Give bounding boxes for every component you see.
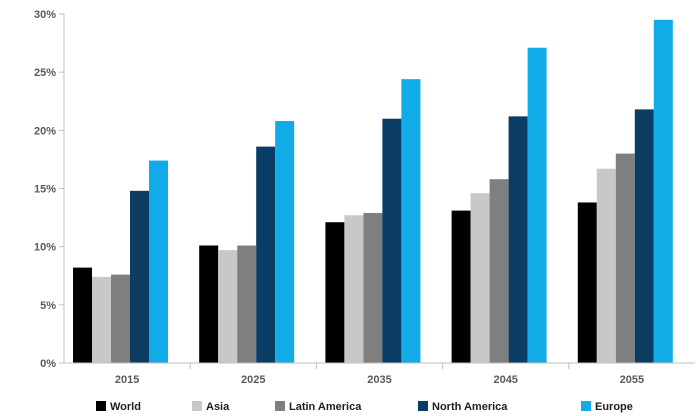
bar-world — [451, 210, 471, 363]
bar-world — [73, 267, 92, 363]
bar-world — [199, 245, 219, 363]
legend-label: Asia — [206, 401, 230, 413]
bar-asia — [596, 168, 616, 363]
bar-north-america — [256, 146, 276, 363]
bar-latin-america — [363, 212, 383, 363]
y-tick-label: 15% — [34, 184, 56, 196]
x-tick-label: 2025 — [241, 374, 265, 386]
y-tick-label: 10% — [34, 242, 56, 254]
bar-europe — [275, 121, 295, 363]
bar-north-america — [634, 109, 654, 363]
y-tick-label: 25% — [34, 67, 56, 79]
bar-world — [325, 222, 345, 363]
bar-asia — [470, 193, 490, 363]
legend-label: Europe — [595, 401, 633, 413]
bar-europe — [149, 160, 168, 363]
bar-latin-america — [111, 274, 130, 363]
bar-europe — [653, 19, 673, 364]
bar-latin-america — [615, 153, 635, 363]
legend-swatch — [96, 401, 106, 411]
bar-europe — [527, 47, 547, 364]
x-tick-label: 2055 — [620, 374, 644, 386]
bars — [73, 19, 673, 364]
y-tick-label: 5% — [40, 300, 56, 312]
y-tick-label: 0% — [40, 358, 56, 370]
bar-north-america — [130, 190, 149, 363]
legend-swatch — [275, 401, 285, 411]
y-tick-label: 20% — [34, 125, 56, 137]
legend-label: North America — [432, 401, 508, 413]
legend-swatch — [581, 401, 591, 411]
bar-latin-america — [489, 179, 509, 363]
bar-asia — [218, 250, 238, 363]
legend-swatch — [418, 401, 428, 411]
legend: World Asia Latin America North America Europ… — [96, 401, 633, 413]
x-tick-label: 2015 — [115, 374, 139, 386]
x-tick-label: 2045 — [493, 374, 517, 386]
y-tick-label: 30% — [34, 9, 56, 21]
bar-asia — [92, 276, 111, 363]
bar-north-america — [382, 118, 402, 363]
bar-europe — [401, 79, 421, 363]
bar-latin-america — [237, 245, 257, 363]
x-tick-label: 2035 — [367, 374, 391, 386]
bar-asia — [344, 215, 364, 363]
legend-swatch — [192, 401, 202, 411]
bar-north-america — [508, 116, 528, 363]
y-axis-ticks: 0% 5% 10% 15% 20% 25% 30% — [34, 9, 64, 370]
legend-label: Latin America — [289, 401, 362, 413]
x-axis-ticks: 2015 2025 2035 2045 2055 — [115, 363, 644, 386]
legend-label: World — [110, 401, 141, 413]
bar-world — [577, 202, 597, 363]
